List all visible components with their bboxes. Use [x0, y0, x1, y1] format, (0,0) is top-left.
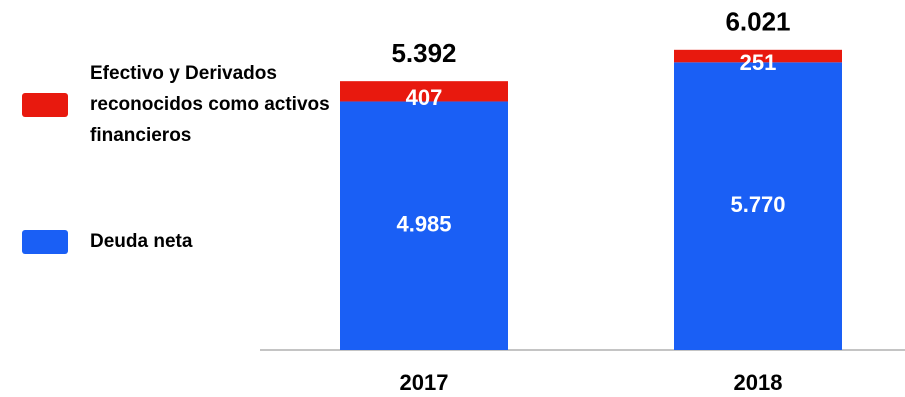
- bar-segment: [340, 101, 508, 350]
- value-label: 407: [406, 85, 443, 110]
- legend-item: Efectivo y Derivados reconocidos como ac…: [22, 58, 340, 151]
- x-tick-label: 2018: [734, 370, 783, 395]
- x-tick-label: 2017: [400, 370, 449, 395]
- legend-swatch: [22, 229, 68, 254]
- legend-item: Deuda neta: [22, 226, 290, 257]
- total-label: 5.392: [391, 38, 456, 68]
- legend-swatch: [22, 92, 68, 117]
- total-label: 6.021: [725, 7, 790, 37]
- value-label: 4.985: [396, 212, 451, 237]
- legend-label: Efectivo y Derivados reconocidos como ac…: [90, 63, 330, 146]
- legend-label: Deuda neta: [90, 231, 193, 252]
- bar-segment: [674, 49, 842, 63]
- value-label: 251: [740, 50, 777, 75]
- value-label: 5.770: [730, 192, 785, 217]
- bar-segment: [674, 62, 842, 351]
- bar-segment: [340, 81, 508, 102]
